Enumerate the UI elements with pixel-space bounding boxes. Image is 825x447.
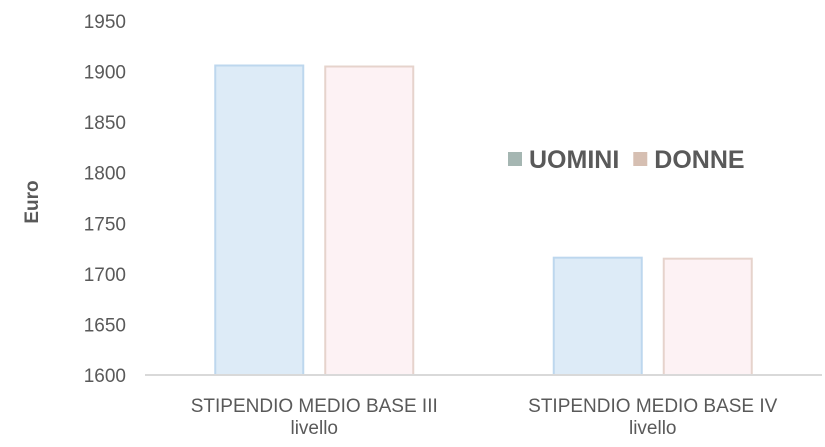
y-axis-title: Euro bbox=[22, 180, 43, 223]
bar-uomini-1 bbox=[214, 64, 305, 376]
legend: UOMINI DONNE bbox=[508, 146, 745, 174]
bar-donne-2 bbox=[662, 257, 753, 376]
x-category-label: livello bbox=[290, 418, 338, 439]
y-tick-label: 1950 bbox=[84, 12, 126, 33]
y-tick-label: 1650 bbox=[84, 315, 126, 336]
y-axis-ticks: 1600 1650 1700 1750 1800 1850 1900 1950 bbox=[84, 12, 126, 387]
bar-donne-1 bbox=[324, 65, 415, 376]
y-tick-label: 1600 bbox=[84, 366, 126, 387]
bar-uomini-2 bbox=[552, 256, 643, 376]
legend-label-uomini: UOMINI bbox=[529, 146, 619, 174]
legend-swatch-donne bbox=[633, 152, 648, 166]
x-category-label: STIPENDIO MEDIO BASE IV bbox=[528, 396, 777, 417]
y-tick-label: 1850 bbox=[84, 113, 126, 134]
legend-label-donne: DONNE bbox=[654, 146, 744, 174]
bars bbox=[214, 64, 753, 376]
y-tick-label: 1800 bbox=[84, 164, 126, 185]
legend-swatch-uomini bbox=[508, 152, 522, 166]
y-tick-label: 1700 bbox=[84, 265, 126, 286]
y-tick-label: 1900 bbox=[84, 63, 126, 84]
x-category-label: STIPENDIO MEDIO BASE III bbox=[191, 396, 438, 417]
y-tick-label: 1750 bbox=[84, 214, 126, 235]
x-category-label: livello bbox=[629, 418, 677, 439]
x-axis-labels: STIPENDIO MEDIO BASE IIIlivelloSTIPENDIO… bbox=[191, 396, 778, 439]
